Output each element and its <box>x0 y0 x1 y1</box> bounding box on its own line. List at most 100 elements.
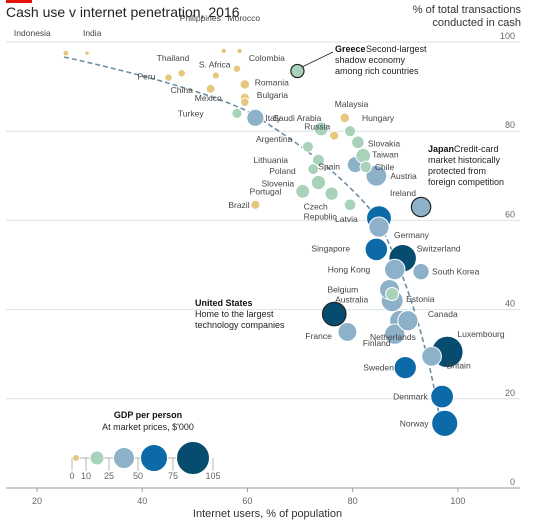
label-belgium: Belgium <box>327 285 358 295</box>
bubble-italy <box>246 108 265 127</box>
label-thailand: Thailand <box>157 53 190 63</box>
label-spain: Spain <box>318 162 340 172</box>
label-turkey: Turkey <box>178 108 204 118</box>
label-canada: Canada <box>428 309 458 319</box>
label-romania: Romania <box>255 77 289 87</box>
label-russia: Russia <box>304 122 330 132</box>
annotation-japan-title: Japan <box>428 144 454 154</box>
bubble-peru <box>164 73 173 82</box>
bubble-latvia <box>343 198 357 212</box>
bubble-malaysia <box>339 112 351 124</box>
y-tick-label: 60 <box>505 209 515 219</box>
label-singapore: Singapore <box>311 243 350 253</box>
bubble-denmark <box>430 384 454 409</box>
legend-tick-label: 105 <box>205 471 220 481</box>
bubble-france <box>337 321 358 342</box>
bubble-taiwan <box>355 147 372 164</box>
y-tick-label: 80 <box>505 120 515 130</box>
label-colombia: Colombia <box>249 53 285 63</box>
label-morocco: Morocco <box>228 13 261 23</box>
label-latvia: Latvia <box>335 214 358 224</box>
label-poland: Poland <box>269 166 296 176</box>
bubble-s-africa <box>211 71 220 80</box>
bubble-singapore <box>364 237 389 262</box>
x-tick-label: 80 <box>348 496 358 506</box>
legend-bubble-4 <box>176 441 210 475</box>
label-france: France <box>305 331 332 341</box>
x-tick-label: 20 <box>32 496 42 506</box>
label-indonesia: Indonesia <box>14 28 51 38</box>
bubble-thailand <box>177 68 186 78</box>
bubble-china <box>205 83 216 94</box>
label-malaysia: Malaysia <box>335 99 369 109</box>
bubble-indonesia <box>62 49 70 57</box>
annotation-us-title: United States <box>195 298 253 308</box>
label-luxembourg: Luxembourg <box>457 329 505 339</box>
label-denmark: Denmark <box>393 392 428 402</box>
bubble-india <box>84 50 90 56</box>
bubble-romania <box>239 79 251 90</box>
label-lithuania: Lithuania <box>253 155 288 165</box>
legend-bubble-2 <box>113 447 135 469</box>
label-switzerland: Switzerland <box>417 243 461 253</box>
y-tick-label: 40 <box>505 299 515 309</box>
y-tick-label: 100 <box>500 31 515 41</box>
label-taiwan: Taiwan <box>372 150 399 160</box>
annotation-greece-connector <box>301 51 334 68</box>
bubble-finland <box>384 323 406 345</box>
y-tick-label: 20 <box>505 388 515 398</box>
bubble-saudi-arabia <box>313 121 329 137</box>
bubble-portugal <box>295 184 311 199</box>
bubble-sweden <box>393 355 417 380</box>
label-germany: Germany <box>394 230 430 240</box>
bubble-morocco <box>236 47 243 55</box>
label-slovakia: Slovakia <box>368 138 400 148</box>
bubble-hong-kong <box>384 258 406 281</box>
label-china: China <box>171 85 193 95</box>
label-philippines: Philippines <box>180 13 221 23</box>
y-axis-label: % of total transactions conducted in cas… <box>412 4 521 29</box>
label-argentina: Argentina <box>256 134 293 144</box>
bubble-russia <box>329 130 340 141</box>
label-chile: Chile <box>375 162 395 172</box>
label-bulgaria: Bulgaria <box>257 90 288 100</box>
annotation-greece-line-3: among rich countries <box>335 66 419 76</box>
annotation-japan-line-2: market historically <box>428 155 501 165</box>
legend-title: GDP per person <box>114 410 182 420</box>
x-tick-label: 60 <box>242 496 252 506</box>
label-south-korea: South Korea <box>432 267 480 277</box>
bubble-south-korea <box>412 263 430 281</box>
legend-bubble-1 <box>89 450 105 466</box>
bubble-bulgaria <box>240 97 250 107</box>
label-italy: Italy <box>265 113 281 123</box>
bubble-hungary <box>343 125 357 138</box>
label-india: India <box>83 28 102 38</box>
bubble-colombia <box>232 64 242 73</box>
bubble-slovenia <box>310 174 327 191</box>
x-axis-label: Internet users, % of population <box>192 508 343 520</box>
legend-tick-label: 75 <box>168 471 178 481</box>
highlight-united-states <box>321 301 347 327</box>
highlight-japan <box>410 196 432 218</box>
label-estonia: Estonia <box>406 294 435 304</box>
bubble-estonia <box>385 286 400 302</box>
label-mexico: Mexico <box>195 93 222 103</box>
label-hong-kong: Hong Kong <box>328 264 371 274</box>
label-ireland: Ireland <box>390 188 416 198</box>
label-s-africa: S. Africa <box>199 59 231 69</box>
label-saudi-arabia: Saudi Arabia <box>273 113 321 123</box>
label-portugal: Portugal <box>250 186 282 196</box>
bubble-chile <box>359 160 373 174</box>
label-netherlands: Netherlands <box>370 332 416 342</box>
annotation-greece-line-1: Second-largest <box>366 44 427 54</box>
legend-tick-label: 50 <box>133 471 143 481</box>
annotation-greece-line-2: shadow economy <box>335 55 406 65</box>
bubble-poland <box>307 163 320 176</box>
label-hungary: Hungary <box>362 113 395 123</box>
annotation-us-line-1: Home to the largest <box>195 309 274 319</box>
bubble-britain <box>421 346 442 367</box>
bubble-austria <box>365 164 388 187</box>
label-czech-republic: Czech <box>304 202 328 212</box>
label-austria: Austria <box>390 171 417 181</box>
